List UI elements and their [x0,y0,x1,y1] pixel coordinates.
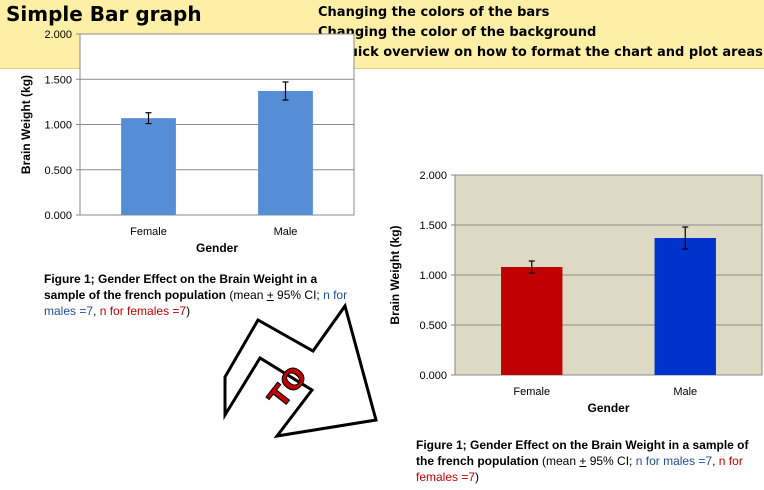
y-axis-title: Brain Weight (kg) [388,225,402,324]
x-tick-label: Male [274,226,298,238]
transform-arrow-icon: TO [223,302,378,439]
caption-close: ) [475,470,480,484]
y-axis-title: Brain Weight (kg) [19,75,33,174]
y-tick-label: 1.500 [419,220,447,232]
caption-title: Figure 1; Gender Effect on the Brain Wei… [44,272,318,302]
caption-n-males: n for males =7 [635,454,713,468]
y-tick-label: 2.000 [44,29,72,41]
y-tick-label: 0.500 [44,165,72,177]
caption-mean: (mean [538,454,580,468]
figure-caption-before: Figure 1; Gender Effect on the Brain Wei… [44,271,354,319]
x-tick-label: Female [130,226,167,238]
y-tick-label: 0.000 [419,370,447,382]
y-tick-label: 1.500 [44,74,72,86]
y-tick-label: 0.500 [419,320,447,332]
caption-mean: (mean [226,288,267,302]
caption-sep: , [712,454,719,468]
x-tick-label: Male [673,386,697,398]
caption-plus-minus: + [579,454,587,468]
bullet-bar-colors: Changing the colors of the bars [318,5,550,20]
caption-ci: 95% CI; [273,288,320,302]
chart-after-group: 0.000 0.500 1.000 1.500 2.000 Female Male Gende… [388,170,763,415]
bar-male [258,91,313,215]
bar-male [654,238,716,375]
caption-n-males: n for males =7 [44,288,348,318]
y-tick-label: 1.000 [419,270,447,282]
caption-title: Figure 1; Gender Effect on the Brain Wei… [416,438,749,468]
chart-before: 0.000 0.500 1.000 1.500 2.000 Female Male Gende… [19,29,355,255]
x-axis-title: Gender [196,241,238,255]
caption-sep: , [93,304,100,318]
y-tick-label: 2.000 [419,170,447,182]
caption-plus-minus: + [266,288,274,302]
bar-female [501,267,563,375]
bullet-format-overview: (+ quick overview on how to format the c… [318,45,764,60]
figure-caption-after: Figure 1; Gender Effect on the Brain Wei… [416,437,756,485]
bar-female [121,118,176,215]
x-axis-title: Gender [587,401,629,415]
slide-title: Simple Bar graph [6,2,202,26]
y-tick-label: 0.000 [44,210,72,222]
caption-n-females: n for females =7 [99,304,187,318]
y-tick-label: 1.000 [44,120,72,132]
caption-close: ) [186,304,191,318]
bullet-background-color: Changing the color of the background [318,25,597,40]
chart-after: 0.000 0.500 1.000 1.500 2.000 Female Male Gende… [388,170,763,415]
caption-ci: 95% CI; [586,454,633,468]
x-tick-label: Female [513,386,550,398]
caption-n-females: n for females =7 [416,454,743,484]
